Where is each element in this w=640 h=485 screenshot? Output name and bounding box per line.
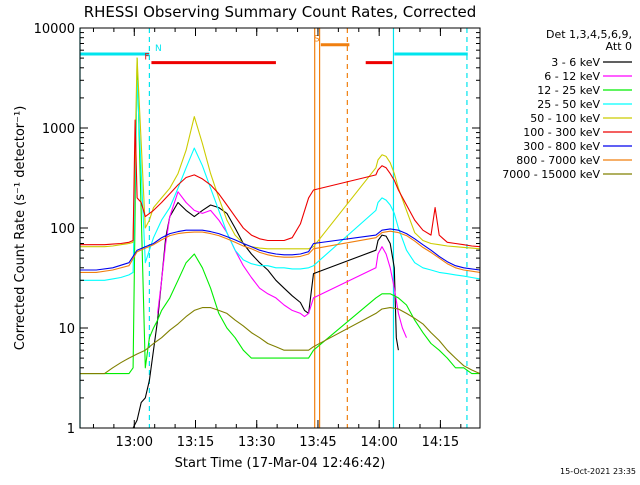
x-tick-label-2: 13:30 xyxy=(238,435,275,450)
y-axis: 1 10 100 1000 10000 xyxy=(34,22,480,437)
series-line-8 xyxy=(80,307,481,375)
series-line-5 xyxy=(80,119,481,248)
series-line-1 xyxy=(157,191,408,338)
flag-label-2: S xyxy=(314,35,320,45)
legend-label-7: 800 - 7000 keV xyxy=(516,154,600,167)
x-tick-label-3: 13:45 xyxy=(299,435,336,450)
x-tick-label-1: 13:15 xyxy=(177,435,214,450)
x-tick-label-0: 13:00 xyxy=(116,435,153,450)
series-line-4 xyxy=(80,57,481,250)
x-tick-label-5: 14:15 xyxy=(422,435,459,450)
x-axis-label: Start Time (17-Mar-04 12:46:42) xyxy=(175,456,386,471)
y-tick-label-4: 10000 xyxy=(34,22,75,37)
legend-label-4: 50 - 100 keV xyxy=(530,112,600,125)
y-tick-label-0: 1 xyxy=(67,422,75,437)
observing-flags: NF S xyxy=(80,35,468,65)
flag-label-0: N xyxy=(155,44,162,54)
chart-title: RHESSI Observing Summary Count Rates, Co… xyxy=(84,3,477,21)
legend-label-5: 100 - 300 keV xyxy=(523,126,600,139)
series-line-7 xyxy=(80,230,481,273)
legend-label-1: 6 - 12 keV xyxy=(544,70,600,83)
legend-label-0: 3 - 6 keV xyxy=(551,56,600,69)
flag-label-1: F xyxy=(144,53,149,63)
y-tick-label-2: 100 xyxy=(50,222,75,237)
legend-header-0: Det 1,3,4,5,6,9, xyxy=(546,28,632,41)
legend-header-1: Att 0 xyxy=(606,40,632,53)
footer-date: 15-Oct-2021 23:35 xyxy=(560,467,636,476)
legend-label-8: 7000 - 15000 keV xyxy=(502,168,600,181)
legend-label-2: 12 - 25 keV xyxy=(537,84,600,97)
legend-label-6: 300 - 800 keV xyxy=(523,140,600,153)
series-line-6 xyxy=(80,228,481,271)
legend-label-3: 25 - 50 keV xyxy=(537,98,600,111)
y-tick-label-1: 10 xyxy=(58,322,75,337)
y-axis-label: Corrected Count Rate (s⁻¹ detector⁻¹) xyxy=(13,106,28,351)
series-lines xyxy=(80,57,481,429)
x-tick-label-4: 14:00 xyxy=(360,435,397,450)
y-tick-label-3: 1000 xyxy=(42,122,75,137)
x-axis: 13:00 13:15 13:30 13:45 14:00 14:15 xyxy=(92,28,462,450)
